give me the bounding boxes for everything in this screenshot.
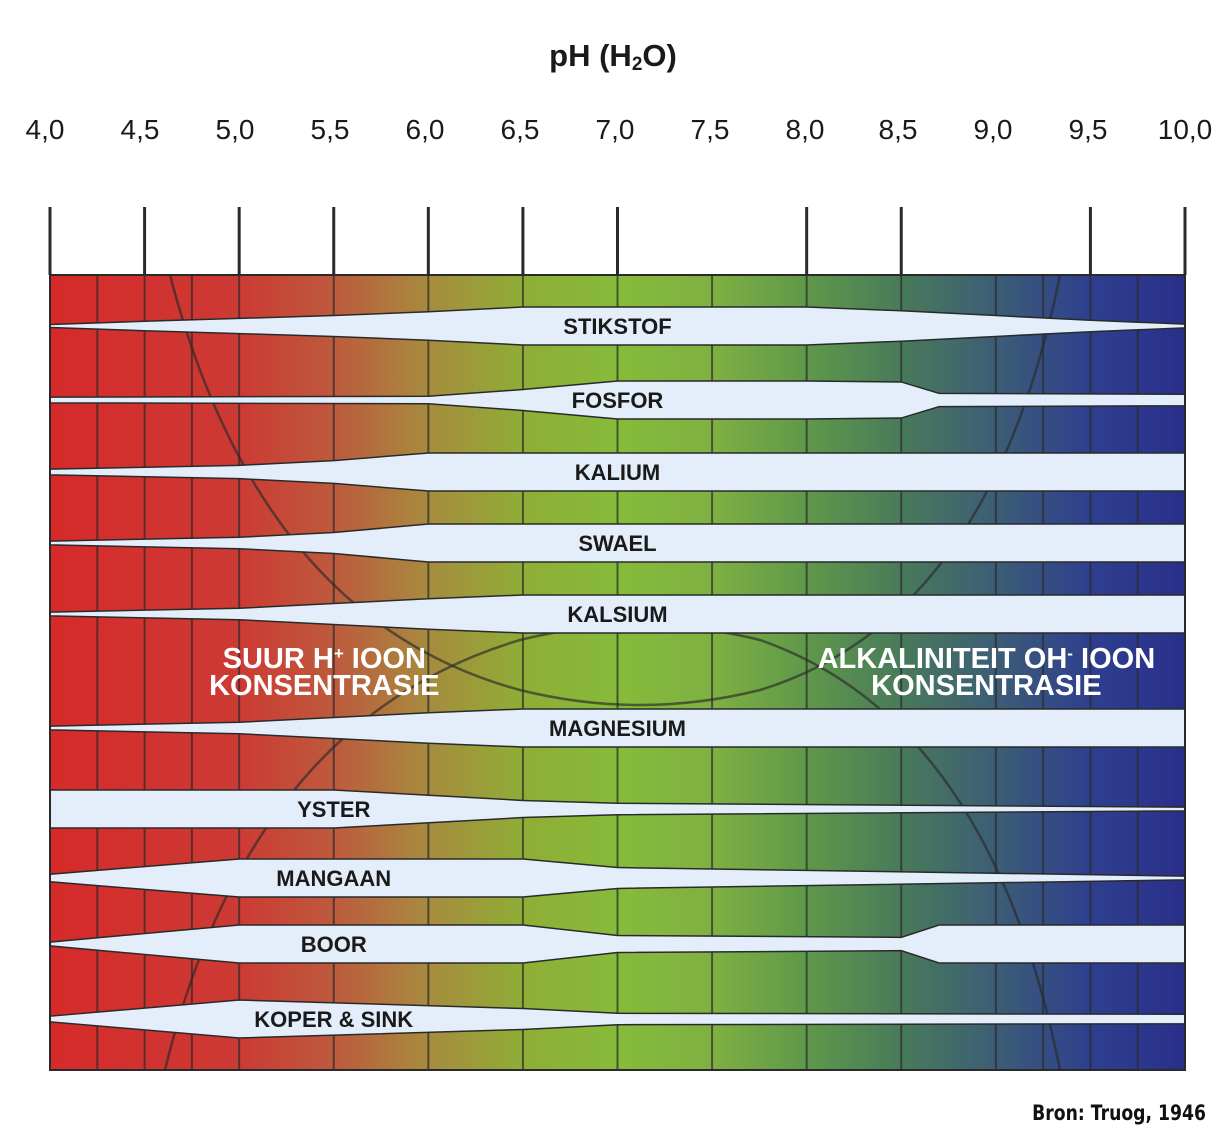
nutrient-label: BOOR (301, 932, 367, 957)
nutrient-label: KALSIUM (567, 602, 667, 627)
ph-tick-label: 7,5 (690, 114, 730, 145)
ph-tick-label: 8,5 (878, 114, 918, 145)
nutrient-label: KOPER & SINK (254, 1007, 413, 1032)
ph-tick-label: 9,5 (1068, 114, 1108, 145)
nutrient-label: MAGNESIUM (549, 716, 686, 741)
ph-tick-label: 4,5 (120, 114, 160, 145)
nutrient-label: STIKSTOF (563, 314, 671, 339)
ph-tick-label: 8,0 (785, 114, 825, 145)
source-credit: Bron: Truog, 1946 (1032, 1101, 1206, 1125)
nutrient-label: FOSFOR (572, 388, 664, 413)
nutrient-label: SWAEL (578, 531, 656, 556)
ph-tick-label: 5,0 (215, 114, 255, 145)
chart-frame (49, 274, 1186, 1071)
alkali-concentration-label-line2: KONSENTRASIE (871, 670, 1101, 702)
ph-tick-label: 4,0 (25, 114, 65, 145)
acid-concentration-label-line1: SUUR H+ IOON (223, 643, 426, 675)
ph-tick-label: 5,5 (310, 114, 350, 145)
ph-tick-label: 7,0 (595, 114, 635, 145)
nutrient-label: MANGAAN (276, 866, 391, 891)
nutrient-label: YSTER (297, 797, 370, 822)
ph-tick-label: 6,5 (500, 114, 540, 145)
nutrient-label: KALIUM (575, 460, 661, 485)
ph-axis: 4,0 4,5 5,0 5,5 6,0 6,5 7,0 7,5 8,0 8,5 9,0 9,5 10,0 (0, 0, 1226, 160)
alkali-concentration-label-line1: ALKALINITEIT OH- IOON (818, 643, 1156, 675)
chart-title: pH (H2O) (549, 38, 677, 75)
ph-tick-label: 10,0 (1157, 114, 1213, 145)
ph-tick-label: 6,0 (405, 114, 445, 145)
acid-concentration-label-line2: KONSENTRASIE (209, 670, 439, 702)
ph-tick-label: 9,0 (973, 114, 1013, 145)
